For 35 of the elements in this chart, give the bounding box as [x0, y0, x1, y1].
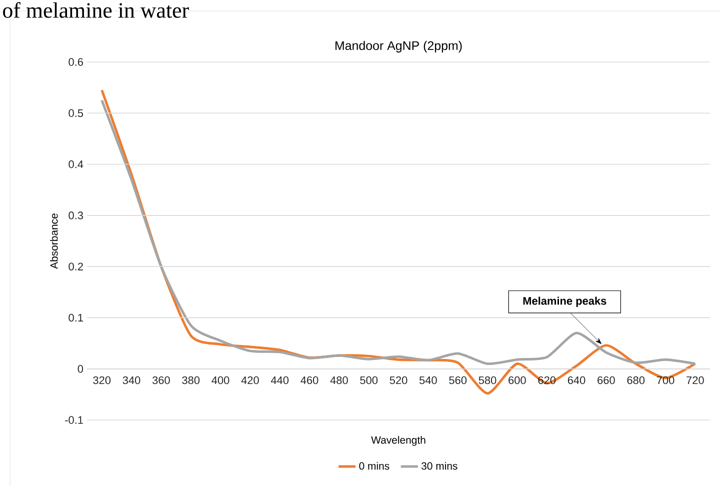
- x-tick-label: 640: [568, 376, 586, 384]
- chart-title: Mandoor AgNP (2ppm): [336, 40, 462, 52]
- x-tick-label: 380: [182, 376, 200, 384]
- x-tick-label: 540: [419, 376, 437, 384]
- y-tick-label: 0: [78, 364, 84, 373]
- x-tick-label: 500: [360, 376, 378, 384]
- x-tick-label: 520: [390, 376, 408, 384]
- x-tick-label: 400: [212, 376, 230, 384]
- legend-label: 30 mins: [421, 462, 458, 470]
- y-tick-label: 0.3: [68, 212, 84, 220]
- x-tick-label: 560: [449, 376, 467, 384]
- annotation: Melamine peaks: [523, 296, 606, 307]
- y-tick-label: 0.4: [68, 160, 84, 168]
- legend-label: 0 mins: [359, 462, 390, 470]
- y-tick-label: 0.1: [68, 314, 83, 322]
- x-tick-label: 600: [508, 376, 526, 384]
- x-tick-label: 440: [270, 376, 289, 384]
- x-tick-label: 460: [300, 376, 318, 384]
- y-tick-label: -0.1: [65, 416, 83, 424]
- y-tick-label: 0.6: [68, 58, 84, 66]
- x-tick-label: 680: [627, 376, 645, 384]
- text: of melamine in water: [3, 2, 189, 18]
- x-tick-label: 360: [152, 376, 170, 384]
- x-tick-label: 420: [241, 376, 259, 384]
- x-tick-label: 580: [478, 376, 496, 384]
- x-tick-label: 340: [122, 376, 140, 384]
- x-tick-label: 720: [686, 376, 704, 384]
- y-axis-title: Absorbance: [50, 214, 58, 269]
- x-tick-label: 480: [330, 376, 348, 384]
- y-tick-label: 0.2: [68, 262, 83, 270]
- x-tick-label: 320: [93, 376, 111, 384]
- x-tick-label: 660: [598, 376, 615, 384]
- x-axis-title: Wavelength: [371, 436, 426, 446]
- x-tick-label: 700: [656, 376, 674, 384]
- y-tick-label: 0.5: [68, 109, 84, 118]
